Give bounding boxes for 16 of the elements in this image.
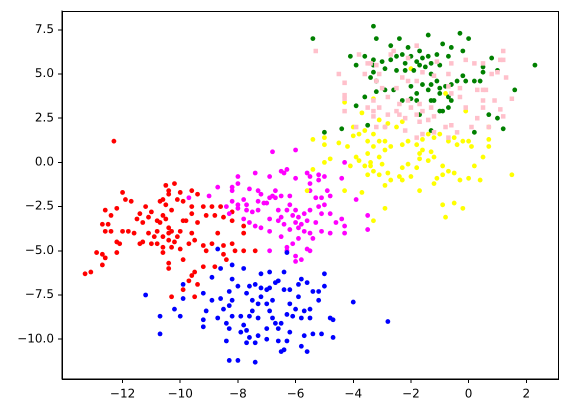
y-tick-label: −2.5 xyxy=(24,198,54,213)
x-tick-label: −6 xyxy=(286,386,304,400)
x-tick-label: −4 xyxy=(344,386,362,400)
y-tick-label: 2.5 xyxy=(34,110,54,124)
x-tick-label: −8 xyxy=(229,386,247,400)
x-tick-label: 2 xyxy=(522,386,530,400)
x-tick-label: −2 xyxy=(402,386,420,400)
x-tick-label: 0 xyxy=(464,386,472,400)
y-tick-label: −7.5 xyxy=(24,287,54,302)
x-tick-label: −12 xyxy=(110,386,136,400)
y-tick-label: −5.0 xyxy=(24,242,54,257)
y-tick-label: 7.5 xyxy=(34,22,54,36)
y-tick-label: −10.0 xyxy=(17,331,54,346)
y-tick-label: 5.0 xyxy=(34,66,54,80)
y-tick-label: 0.0 xyxy=(34,154,54,169)
x-tick-label: −10 xyxy=(168,386,193,400)
